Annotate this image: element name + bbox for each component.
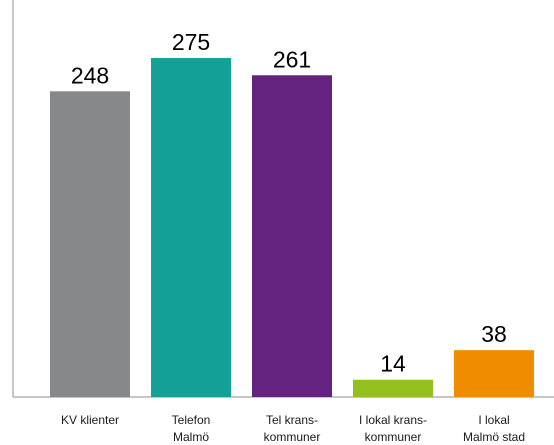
bar-1 (151, 58, 231, 398)
category-label-2-line-1: kommuner (264, 430, 321, 444)
category-label-3-line-0: I lokal krans- (359, 413, 427, 427)
category-label-2-line-0: Tel krans- (266, 413, 318, 427)
bar-0 (50, 91, 130, 398)
category-label-4-line-0: I lokal (478, 413, 509, 427)
category-label-1-line-0: Telefon (172, 413, 211, 427)
value-label-0: 248 (71, 62, 109, 88)
value-label-1: 275 (172, 29, 210, 55)
bar-4 (454, 350, 534, 397)
category-label-1-line-1: Malmö (173, 430, 209, 444)
value-label-4: 38 (481, 321, 507, 347)
category-labels-group: KV klienter Telefon Malmö Tel krans-kommune… (61, 413, 525, 444)
value-label-2: 261 (273, 46, 311, 72)
category-label-0-line-0: KV klienter (61, 413, 119, 427)
bars-group (50, 58, 534, 398)
bar-2 (252, 75, 332, 397)
bar-3 (353, 379, 433, 397)
value-labels-group: 248 275 261 14 38 (71, 29, 507, 377)
category-label-3-line-1: kommuner (365, 430, 422, 444)
category-label-4-line-1: Malmö stad (463, 430, 525, 444)
value-label-3: 14 (380, 351, 406, 377)
